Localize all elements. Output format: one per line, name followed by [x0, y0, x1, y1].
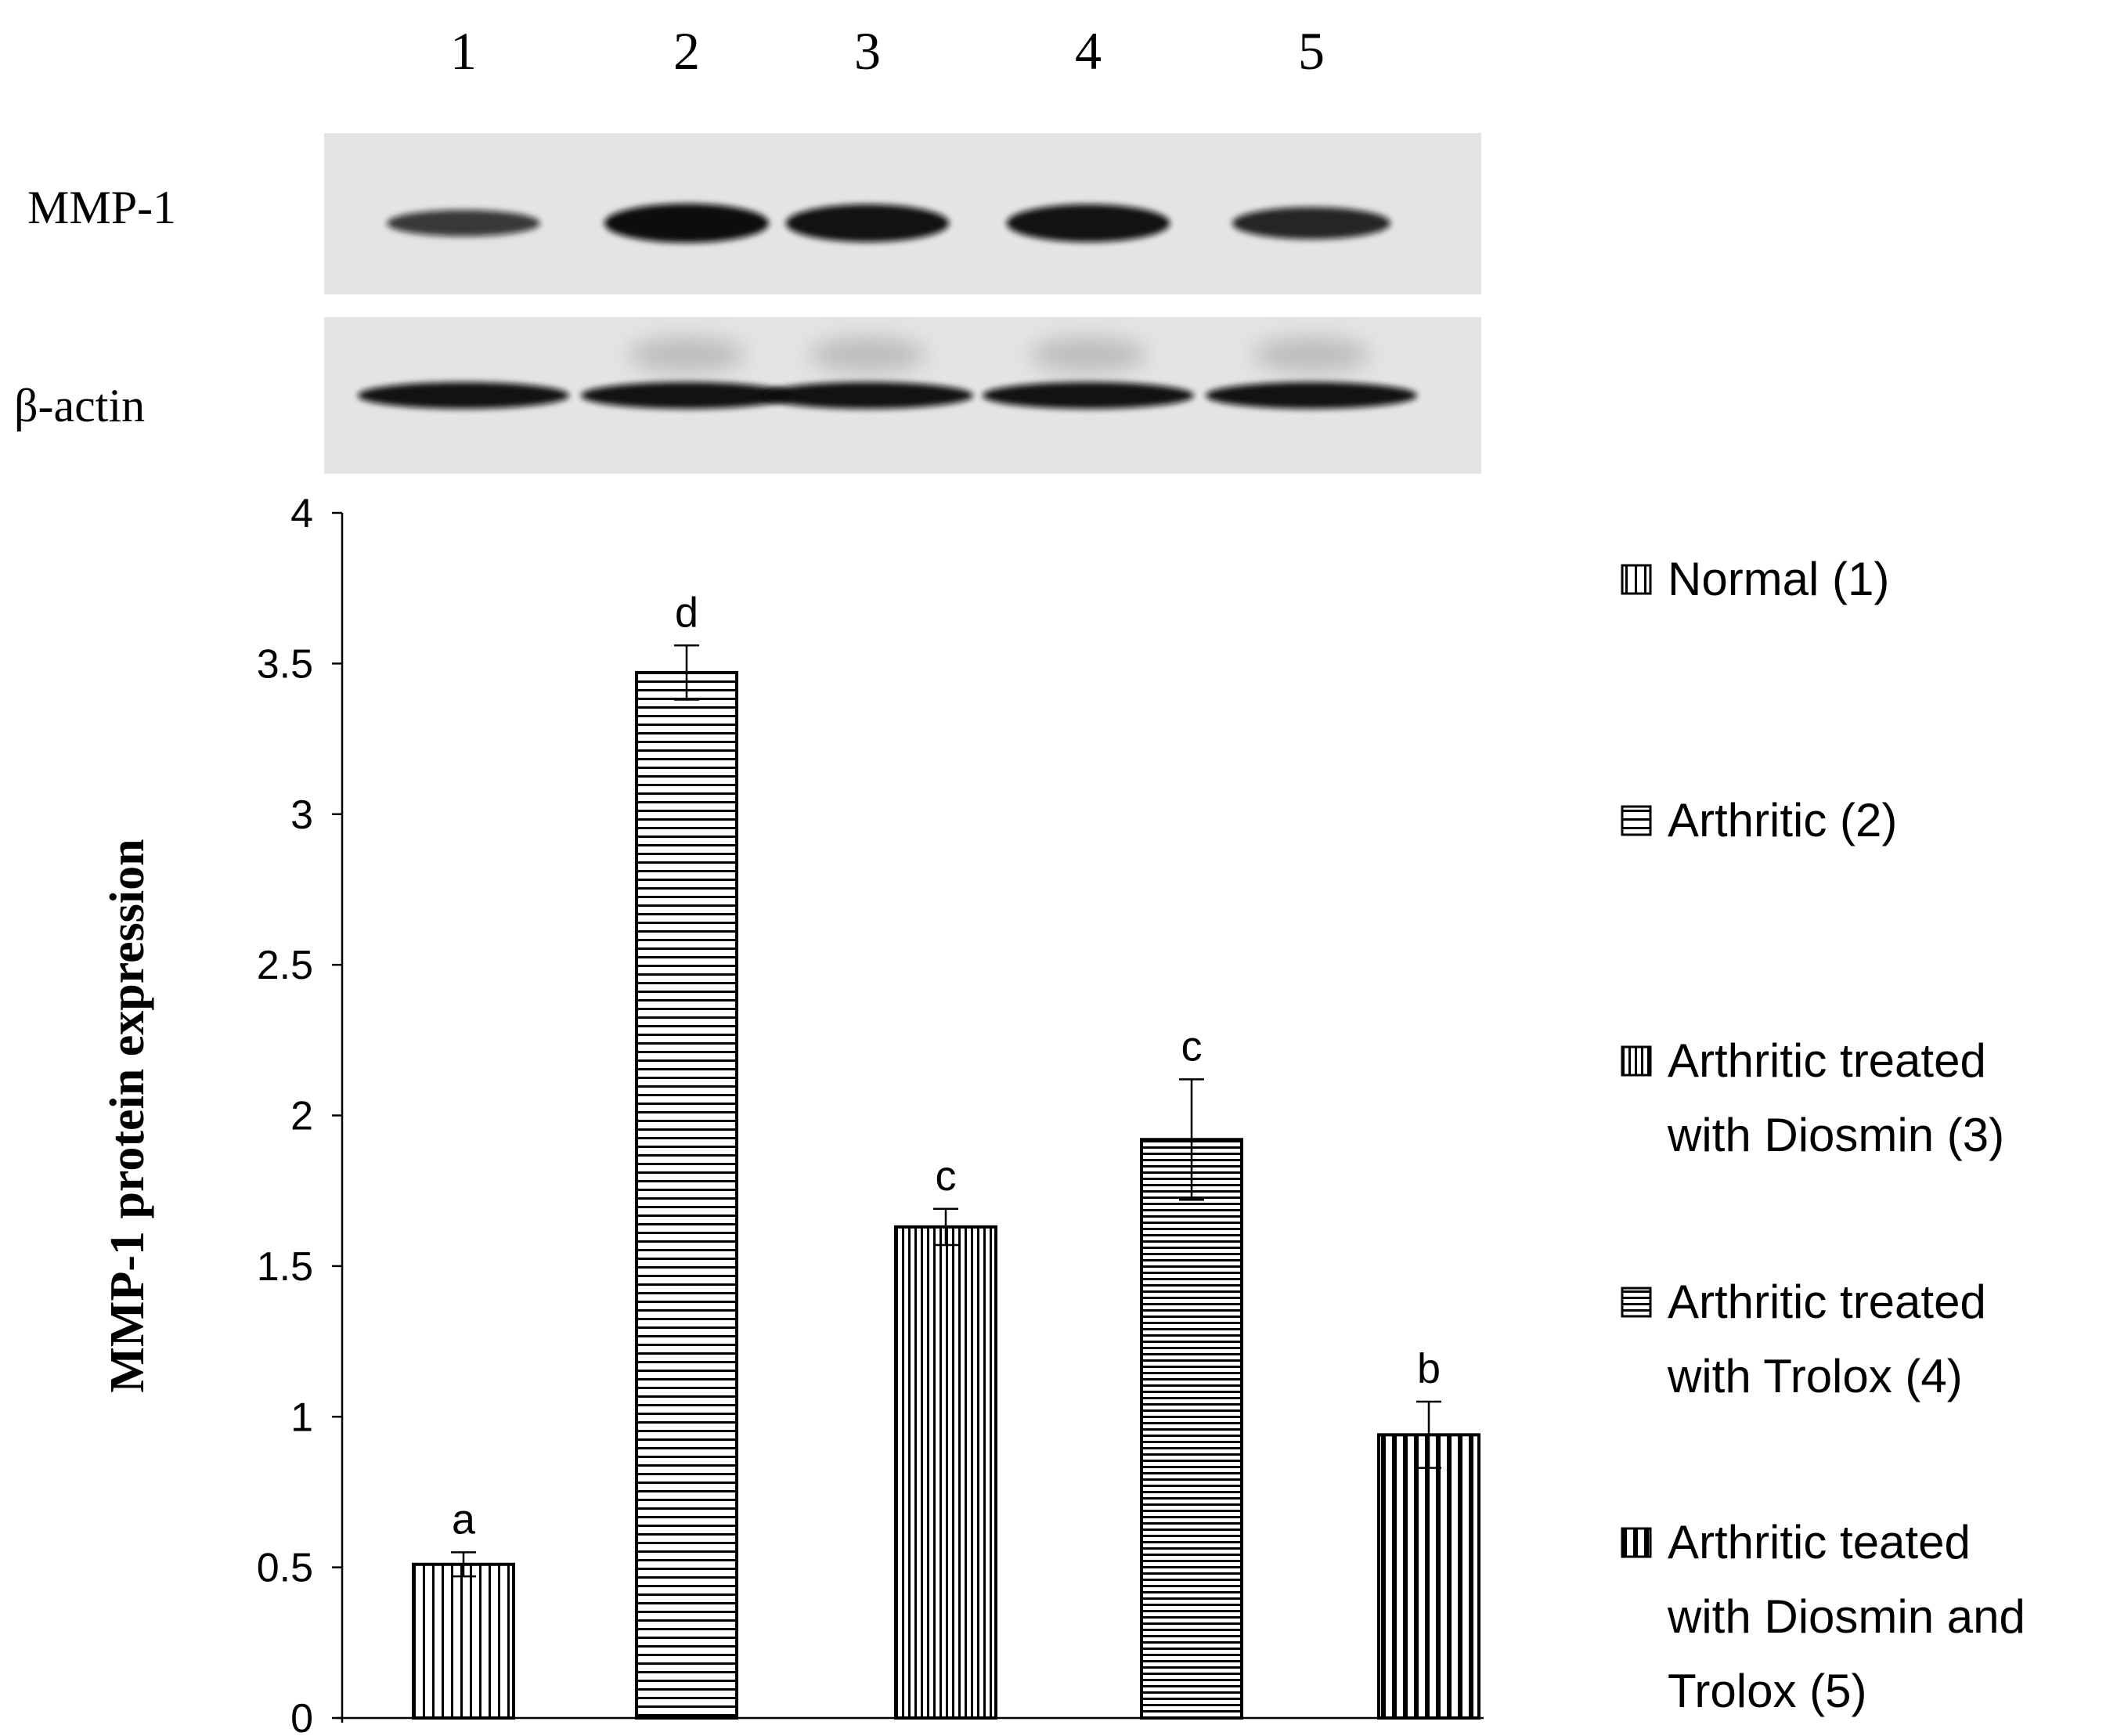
lane-number: 4	[1075, 21, 1102, 81]
y-tick-label: 4	[290, 491, 313, 536]
lane-number: 2	[673, 21, 700, 81]
lane-number: 3	[854, 21, 881, 81]
mmp1-bands	[387, 204, 1391, 243]
legend-label: Arthritic treated	[1668, 1034, 1986, 1087]
blot-band	[604, 204, 769, 243]
western-blot: 1 2 3 4 5 MMP-1 β-actin	[14, 21, 1481, 474]
y-tick-label: 1.5	[257, 1244, 313, 1290]
bar	[635, 670, 738, 1720]
legend-swatch	[1621, 1287, 1652, 1318]
legend-swatch	[1621, 1045, 1652, 1077]
blot-band	[785, 204, 950, 243]
bar	[1140, 1138, 1243, 1720]
lane-number: 1	[450, 21, 477, 81]
blot-row-label-beta-actin: β-actin	[14, 380, 145, 431]
legend-label: Arthritic teated	[1668, 1516, 1971, 1568]
significance-letter: d	[675, 589, 698, 636]
legend-swatch	[1621, 805, 1652, 836]
legend-label: with Diosmin (3)	[1667, 1109, 2004, 1161]
blot-band	[983, 382, 1194, 409]
y-axis-ticks: 0 0.5 1 1.5 2 2.5 3 3.5 4	[257, 491, 342, 1736]
legend-label: Arthritic treated	[1668, 1276, 1986, 1328]
significance-letter: c	[1181, 1023, 1203, 1070]
blot-band	[358, 382, 569, 409]
blot-smear	[809, 337, 926, 372]
y-tick-label: 2	[290, 1094, 313, 1139]
y-tick-label: 3	[290, 792, 313, 838]
lane-number: 5	[1298, 21, 1325, 81]
bar	[1377, 1433, 1480, 1720]
blot-band	[762, 382, 973, 409]
blot-band	[387, 210, 540, 236]
legend-label: Trolox (5)	[1668, 1665, 1866, 1717]
legend-label: Arthritic (2)	[1668, 794, 1897, 846]
y-tick-label: 1	[290, 1395, 313, 1440]
legend-label: Normal (1)	[1668, 553, 1889, 605]
bar-chart: MMP-1 protein expression 0 0.5 1 1.5 2 2.5 3 3.…	[101, 491, 2025, 1736]
y-axis-label: MMP-1 protein expression	[101, 839, 154, 1392]
significance-letter: c	[936, 1153, 957, 1200]
legend-label: with Trolox (4)	[1667, 1350, 1963, 1402]
blot-smear	[628, 337, 745, 372]
legend-swatch	[1621, 564, 1652, 595]
lane-numbers: 1 2 3 4 5	[450, 21, 1325, 81]
bars: a d c c b	[412, 589, 1480, 1720]
blot-band	[1206, 382, 1417, 409]
blot-band	[581, 382, 792, 409]
blot-smear	[1030, 337, 1147, 372]
y-tick-label: 3.5	[257, 641, 313, 687]
bar	[412, 1562, 515, 1720]
blot-band	[1232, 207, 1391, 240]
legend-label: with Diosmin and	[1667, 1590, 2025, 1643]
legend-swatch	[1621, 1527, 1652, 1558]
significance-letter: b	[1417, 1345, 1441, 1392]
blot-row-label-mmp1: MMP-1	[27, 182, 176, 233]
legend: Normal (1) Arthritic (2) Arthritic treated…	[1621, 553, 2025, 1717]
y-tick-label: 0	[290, 1696, 313, 1736]
y-tick-label: 2.5	[257, 943, 313, 988]
blot-band	[1006, 204, 1170, 243]
blot-smear	[1253, 337, 1370, 372]
bar	[894, 1225, 997, 1720]
significance-letter: a	[452, 1496, 476, 1543]
y-tick-label: 0.5	[257, 1546, 313, 1591]
beta-actin-bands	[358, 337, 1417, 409]
